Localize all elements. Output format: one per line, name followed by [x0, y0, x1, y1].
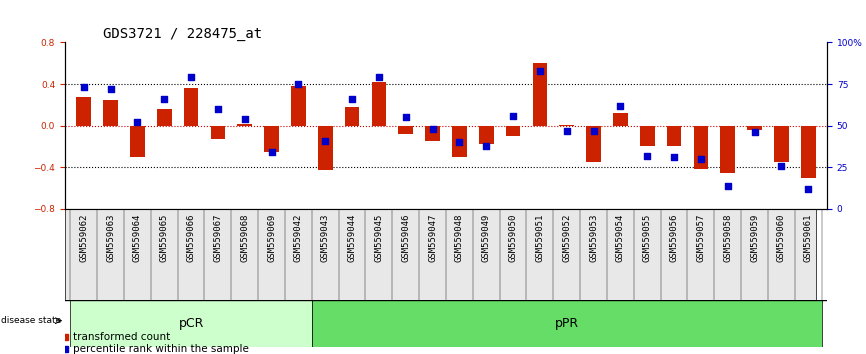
Text: GSM559050: GSM559050: [508, 213, 518, 262]
Text: GSM559063: GSM559063: [106, 213, 115, 262]
Bar: [157, 109, 171, 126]
Point: [184, 75, 198, 80]
Bar: [667, 126, 682, 147]
Text: GSM559047: GSM559047: [428, 213, 437, 262]
Point: [452, 139, 466, 145]
Text: GSM559064: GSM559064: [132, 213, 142, 262]
Point: [131, 120, 145, 125]
Text: GSM559048: GSM559048: [455, 213, 464, 262]
Text: GSM559058: GSM559058: [723, 213, 733, 262]
Point: [721, 183, 734, 188]
Bar: [425, 126, 440, 141]
Text: GSM559062: GSM559062: [79, 213, 88, 262]
Bar: [372, 82, 386, 126]
Bar: [801, 126, 816, 178]
Bar: [312, 300, 822, 347]
Text: GSM559051: GSM559051: [535, 213, 545, 262]
Point: [399, 114, 413, 120]
Bar: [398, 126, 413, 134]
Bar: [613, 113, 628, 126]
Point: [506, 113, 520, 119]
Text: GSM559045: GSM559045: [374, 213, 384, 262]
Text: GSM559049: GSM559049: [481, 213, 491, 262]
Point: [346, 96, 359, 102]
Bar: [640, 126, 655, 147]
Bar: [586, 126, 601, 162]
Bar: [506, 126, 520, 136]
Point: [426, 126, 440, 132]
Point: [77, 85, 91, 90]
Text: GSM559057: GSM559057: [696, 213, 706, 262]
Bar: [318, 126, 333, 170]
Point: [292, 81, 306, 87]
Bar: [264, 126, 279, 152]
Text: GSM559067: GSM559067: [213, 213, 223, 262]
Text: GSM559060: GSM559060: [777, 213, 786, 262]
Bar: [210, 126, 225, 139]
Bar: [345, 107, 359, 126]
Point: [667, 154, 681, 160]
Text: GSM559068: GSM559068: [240, 213, 249, 262]
Bar: [721, 126, 735, 173]
Text: GSM559059: GSM559059: [750, 213, 759, 262]
Bar: [76, 97, 91, 126]
Bar: [70, 300, 312, 347]
Point: [774, 163, 788, 169]
Point: [319, 138, 333, 143]
Text: transformed count: transformed count: [73, 332, 170, 342]
Point: [211, 106, 225, 112]
Point: [372, 75, 386, 80]
Text: percentile rank within the sample: percentile rank within the sample: [73, 344, 249, 354]
Bar: [291, 86, 306, 126]
Bar: [559, 125, 574, 126]
Text: GSM559056: GSM559056: [669, 213, 679, 262]
Bar: [184, 88, 198, 126]
Text: pPR: pPR: [555, 317, 578, 330]
Text: GDS3721 / 228475_at: GDS3721 / 228475_at: [103, 28, 262, 41]
Bar: [533, 63, 547, 126]
Text: GSM559042: GSM559042: [294, 213, 303, 262]
Text: GSM559069: GSM559069: [267, 213, 276, 262]
Point: [586, 128, 600, 133]
Text: GSM559065: GSM559065: [159, 213, 169, 262]
Text: GSM559044: GSM559044: [347, 213, 357, 262]
Point: [158, 96, 171, 102]
Point: [640, 153, 654, 159]
Point: [747, 130, 761, 135]
Bar: [479, 126, 494, 144]
Bar: [130, 126, 145, 157]
Point: [533, 68, 546, 74]
Bar: [237, 124, 252, 126]
Point: [265, 149, 279, 155]
Text: GSM559061: GSM559061: [804, 213, 813, 262]
Point: [238, 116, 252, 122]
Text: pCR: pCR: [178, 317, 204, 330]
Text: disease state: disease state: [1, 316, 61, 325]
Point: [559, 128, 573, 133]
Text: GSM559055: GSM559055: [643, 213, 652, 262]
Point: [801, 186, 815, 192]
Point: [613, 103, 627, 109]
Text: GSM559053: GSM559053: [589, 213, 598, 262]
Bar: [452, 126, 467, 157]
Text: GSM559066: GSM559066: [186, 213, 196, 262]
Bar: [103, 100, 118, 126]
Bar: [774, 126, 789, 162]
Text: GSM559043: GSM559043: [320, 213, 330, 262]
Bar: [747, 126, 762, 130]
Point: [479, 143, 493, 148]
Text: GSM559052: GSM559052: [562, 213, 572, 262]
Text: GSM559054: GSM559054: [616, 213, 625, 262]
Bar: [694, 126, 708, 169]
Text: GSM559046: GSM559046: [401, 213, 410, 262]
Point: [694, 156, 708, 162]
Point: [104, 86, 118, 92]
